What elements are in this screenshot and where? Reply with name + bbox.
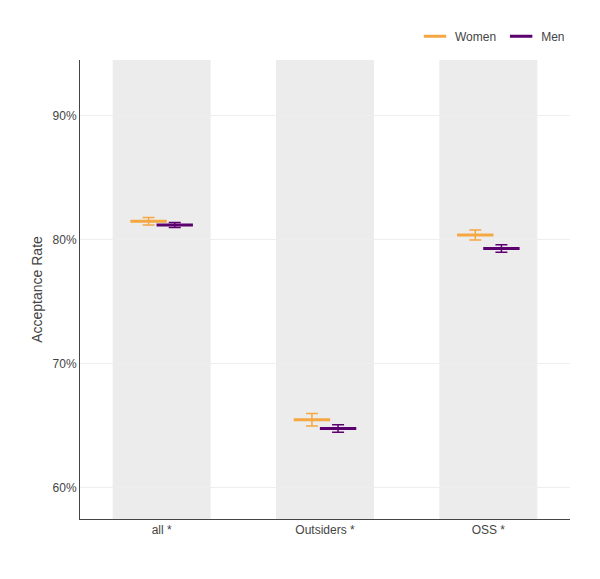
svg-text:all *: all * [152, 523, 172, 537]
svg-text:90%: 90% [53, 109, 77, 123]
svg-text:Women: Women [455, 30, 496, 44]
svg-text:80%: 80% [53, 233, 77, 247]
svg-text:OSS *: OSS * [472, 523, 506, 537]
svg-text:Acceptance Rate: Acceptance Rate [29, 236, 45, 343]
svg-text:60%: 60% [53, 481, 77, 495]
svg-text:70%: 70% [53, 357, 77, 371]
svg-text:Men: Men [541, 30, 564, 44]
svg-text:Outsiders *: Outsiders * [295, 523, 355, 537]
